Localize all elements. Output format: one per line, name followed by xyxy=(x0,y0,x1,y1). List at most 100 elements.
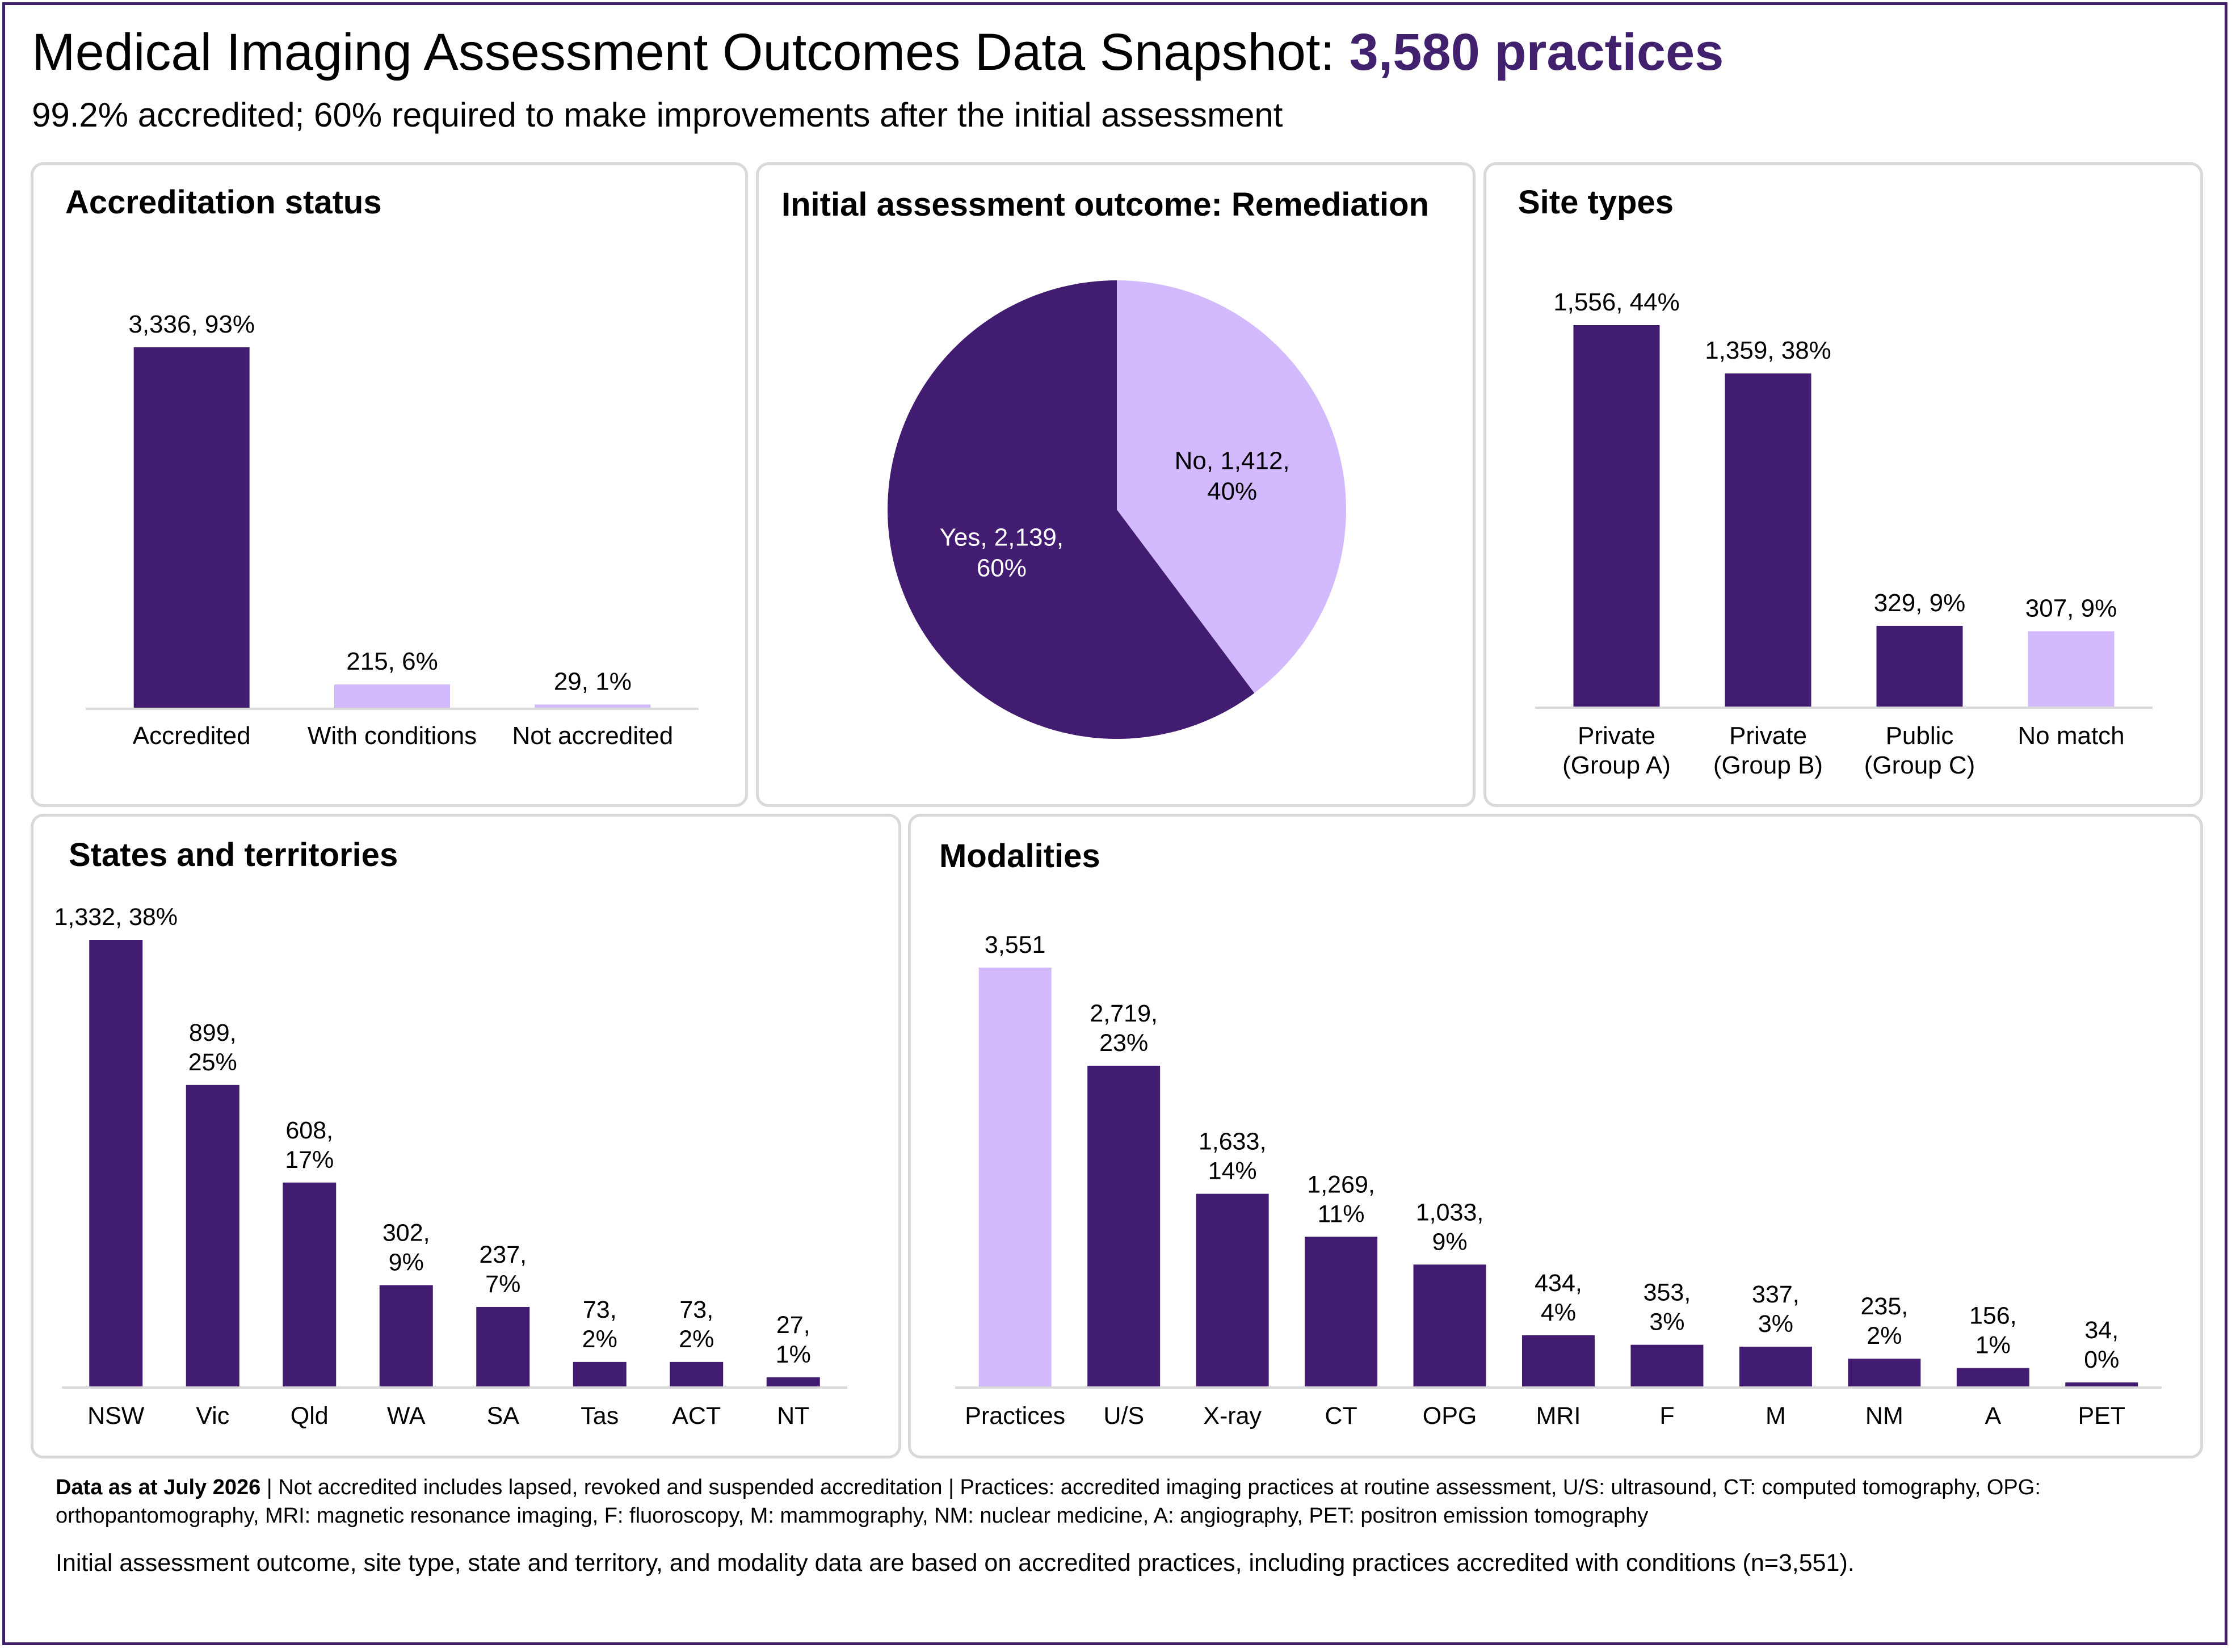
accreditation-data-label: 3,336, 93% xyxy=(128,310,255,338)
states-tick-label: NSW xyxy=(87,1402,145,1430)
remediation-pie-chart: No, 1,412, 40% Yes, 2,139, 60% xyxy=(887,280,1346,739)
modalities-tick-label: A xyxy=(1985,1402,2001,1430)
modalities-data-label: 156, 1% xyxy=(1969,1302,2017,1359)
states-chart: 1,332, 38% NSW 899, 25% Vic 608, 17% Qld 302, 9% W… xyxy=(54,903,847,1430)
site-types-panel: Site types 1,556, 44% Private (Group A) 1,3… xyxy=(1483,162,2203,807)
accreditation-data-label: 215, 6% xyxy=(346,648,438,675)
modalities-tick-label: X-ray xyxy=(1203,1402,1262,1430)
modalities-data-label: 434, 4% xyxy=(1535,1270,1582,1326)
states-tick-label: SA xyxy=(487,1402,520,1430)
modalities-bar xyxy=(1522,1335,1595,1386)
sites-bar xyxy=(1876,625,1963,707)
states-data-label: 27, 1% xyxy=(776,1311,811,1368)
accreditation-status-panel: Accreditation status 3,336, 93% Accredite… xyxy=(31,162,748,807)
states-tick-label: ACT xyxy=(672,1402,721,1430)
states-data-label: 73, 2% xyxy=(582,1296,617,1353)
page-subtitle: 99.2% accredited; 60% required to make i… xyxy=(32,96,1283,134)
states-bar xyxy=(379,1285,433,1386)
sites-data-label: 307, 9% xyxy=(2025,594,2117,622)
modalities-tick-label: CT xyxy=(1325,1402,1357,1430)
states-bar xyxy=(766,1377,820,1386)
states-data-label: 608, 17% xyxy=(285,1117,334,1174)
states-bar xyxy=(89,940,143,1386)
pie-slice-yes xyxy=(887,280,1255,739)
modalities-bar xyxy=(2065,1382,2138,1386)
modalities-chart: 3,551 Practices 2,719, 23% U/S 1,633, 14% X-ray… xyxy=(955,931,2162,1430)
sites-tick-label: Private (Group A) xyxy=(1562,722,1671,779)
sites-bar xyxy=(1573,325,1660,707)
accreditation-status-chart: 3,336, 93% Accredited 215, 6% With conditio… xyxy=(86,310,699,750)
modalities-data-label: 1,633, 14% xyxy=(1199,1128,1267,1185)
modalities-tick-label: NM xyxy=(1865,1402,1903,1430)
modalities-bar xyxy=(1413,1264,1486,1386)
remediation-panel: Initial assessment outcome: Remediation … xyxy=(756,162,1476,807)
sites-data-label: 1,556, 44% xyxy=(1553,288,1680,316)
states-tick-label: Tas xyxy=(581,1402,619,1430)
modalities-data-label: 353, 3% xyxy=(1643,1279,1691,1336)
modalities-bar xyxy=(1630,1344,1704,1386)
modalities-bar xyxy=(1848,1359,1921,1386)
modalities-bar xyxy=(1196,1193,1269,1386)
states-bar xyxy=(476,1306,530,1386)
accreditation-bar xyxy=(133,347,250,708)
states-tick-label: NT xyxy=(777,1402,809,1430)
accreditation-data-label: 29, 1% xyxy=(554,667,632,695)
modalities-data-label: 34, 0% xyxy=(2084,1317,2119,1373)
sites-tick-label: No match xyxy=(2017,722,2124,750)
states-bar xyxy=(283,1182,337,1386)
modalities-tick-label: F xyxy=(1659,1402,1674,1430)
footnote: Data as at July 2026 | Not accredited in… xyxy=(56,1473,2189,1530)
states-tick-label: Qld xyxy=(291,1402,329,1430)
states-data-label: 237, 7% xyxy=(479,1241,527,1298)
states-title: States and territories xyxy=(69,836,398,873)
states-data-label: 302, 9% xyxy=(382,1220,430,1276)
site-types-title: Site types xyxy=(1518,184,1674,221)
footnote-note: Initial assessment outcome, site type, s… xyxy=(56,1549,1855,1577)
modalities-tick-label: U/S xyxy=(1103,1402,1144,1430)
modalities-bar xyxy=(1087,1065,1161,1386)
modalities-data-label: 3,551 xyxy=(985,931,1046,959)
modalities-tick-label: OPG xyxy=(1423,1402,1477,1430)
modalities-bar xyxy=(1956,1368,2029,1386)
states-tick-label: WA xyxy=(387,1402,426,1430)
modalities-data-label: 2,719, 23% xyxy=(1090,1000,1158,1057)
sites-bar xyxy=(1725,373,1811,707)
states-data-label: 899, 25% xyxy=(188,1019,237,1076)
pie-slice-no xyxy=(1117,280,1346,693)
sites-data-label: 329, 9% xyxy=(1874,589,1965,617)
modalities-data-label: 1,269, 11% xyxy=(1307,1171,1375,1228)
accreditation-tick-label: With conditions xyxy=(308,722,477,750)
states-bar xyxy=(670,1361,724,1386)
sites-tick-label: Private (Group B) xyxy=(1713,722,1823,779)
footnote-text: | Not accredited includes lapsed, revoke… xyxy=(56,1476,2041,1528)
modalities-tick-label: PET xyxy=(2078,1402,2125,1430)
title-practice-count: 3,580 practices xyxy=(1349,23,1724,81)
pie-label-yes: Yes, 2,139, 60% xyxy=(940,524,1064,582)
states-data-label: 1,332, 38% xyxy=(54,903,178,931)
modalities-data-label: 235, 2% xyxy=(1861,1293,1909,1350)
page-title: Medical Imaging Assessment Outcomes Data… xyxy=(32,23,1724,82)
modalities-panel: Modalities 3,551 Practices 2,719, 23% U/S 1,6… xyxy=(908,814,2203,1458)
modalities-data-label: 1,033, 9% xyxy=(1416,1199,1484,1255)
accreditation-bar xyxy=(334,684,450,708)
sites-bar xyxy=(2028,631,2115,707)
modalities-data-label: 337, 3% xyxy=(1752,1281,1800,1338)
modalities-bar xyxy=(1305,1237,1378,1386)
title-main: Medical Imaging Assessment Outcomes Data… xyxy=(32,23,1350,81)
modalities-title: Modalities xyxy=(939,838,1100,875)
sites-tick-label: Public (Group C) xyxy=(1864,722,1975,779)
accreditation-tick-label: Accredited xyxy=(133,722,251,750)
modalities-tick-label: MRI xyxy=(1536,1402,1581,1430)
footnote-date: Data as at July 2026 xyxy=(56,1476,261,1499)
modalities-bar xyxy=(978,968,1052,1386)
pie-label-no: No, 1,412, 40% xyxy=(1175,447,1290,505)
states-tick-label: Vic xyxy=(196,1402,229,1430)
accreditation-bar xyxy=(535,704,651,708)
site-types-chart: 1,556, 44% Private (Group A) 1,359, 38% Priv… xyxy=(1535,288,2153,779)
remediation-title: Initial assessment outcome: Remediation xyxy=(781,186,1429,223)
states-bar xyxy=(573,1361,627,1386)
accreditation-tick-label: Not accredited xyxy=(512,722,673,750)
sites-data-label: 1,359, 38% xyxy=(1705,337,1831,364)
modalities-tick-label: Practices xyxy=(965,1402,1065,1430)
